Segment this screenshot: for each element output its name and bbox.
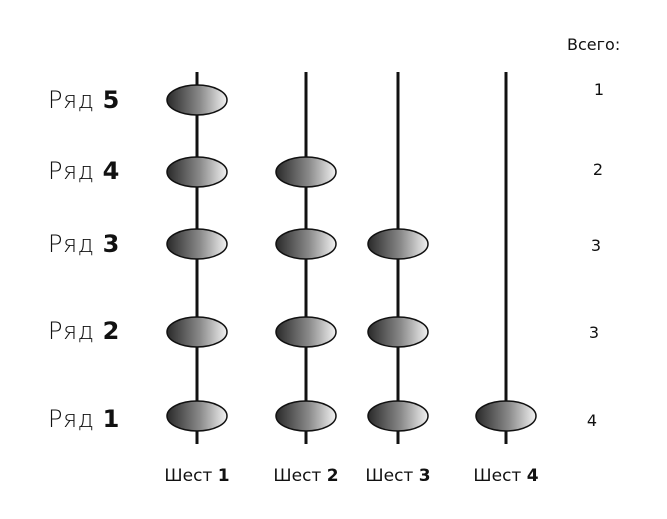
pole-label-2: Шест 2 bbox=[273, 466, 339, 486]
bead-pole3-row2 bbox=[367, 316, 429, 348]
bead-pole2-row1 bbox=[275, 400, 337, 432]
row-total-3: 3 bbox=[590, 236, 602, 255]
row-label-2: Ряд 2 bbox=[48, 317, 120, 345]
row-total-2: 3 bbox=[588, 323, 600, 342]
row-total-4: 2 bbox=[592, 160, 604, 179]
bead-pole2-row2 bbox=[275, 316, 337, 348]
totals-header: Всего: bbox=[567, 35, 621, 54]
bead-pole3-row3 bbox=[367, 228, 429, 260]
bead-pole3-row1 bbox=[367, 400, 429, 432]
bead-pole1-row1 bbox=[166, 400, 228, 432]
row-label-1: Ряд 1 bbox=[48, 405, 120, 433]
bead-pole1-row2 bbox=[166, 316, 228, 348]
row-label-4: Ряд 4 bbox=[48, 157, 120, 185]
row-label-5: Ряд 5 bbox=[48, 86, 120, 114]
pole-label-3: Шест 3 bbox=[365, 466, 431, 486]
row-total-5: 1 bbox=[593, 80, 605, 99]
pole-label-4: Шест 4 bbox=[473, 466, 539, 486]
bead-pole2-row4 bbox=[275, 156, 337, 188]
bead-pole1-row4 bbox=[166, 156, 228, 188]
bead-pole4-row1 bbox=[475, 400, 537, 432]
row-total-1: 4 bbox=[586, 411, 598, 430]
pole-label-1: Шест 1 bbox=[164, 466, 230, 486]
row-label-3: Ряд 3 bbox=[48, 230, 120, 258]
bead-pole1-row5 bbox=[166, 84, 228, 116]
bead-pole2-row3 bbox=[275, 228, 337, 260]
bead-pole1-row3 bbox=[166, 228, 228, 260]
